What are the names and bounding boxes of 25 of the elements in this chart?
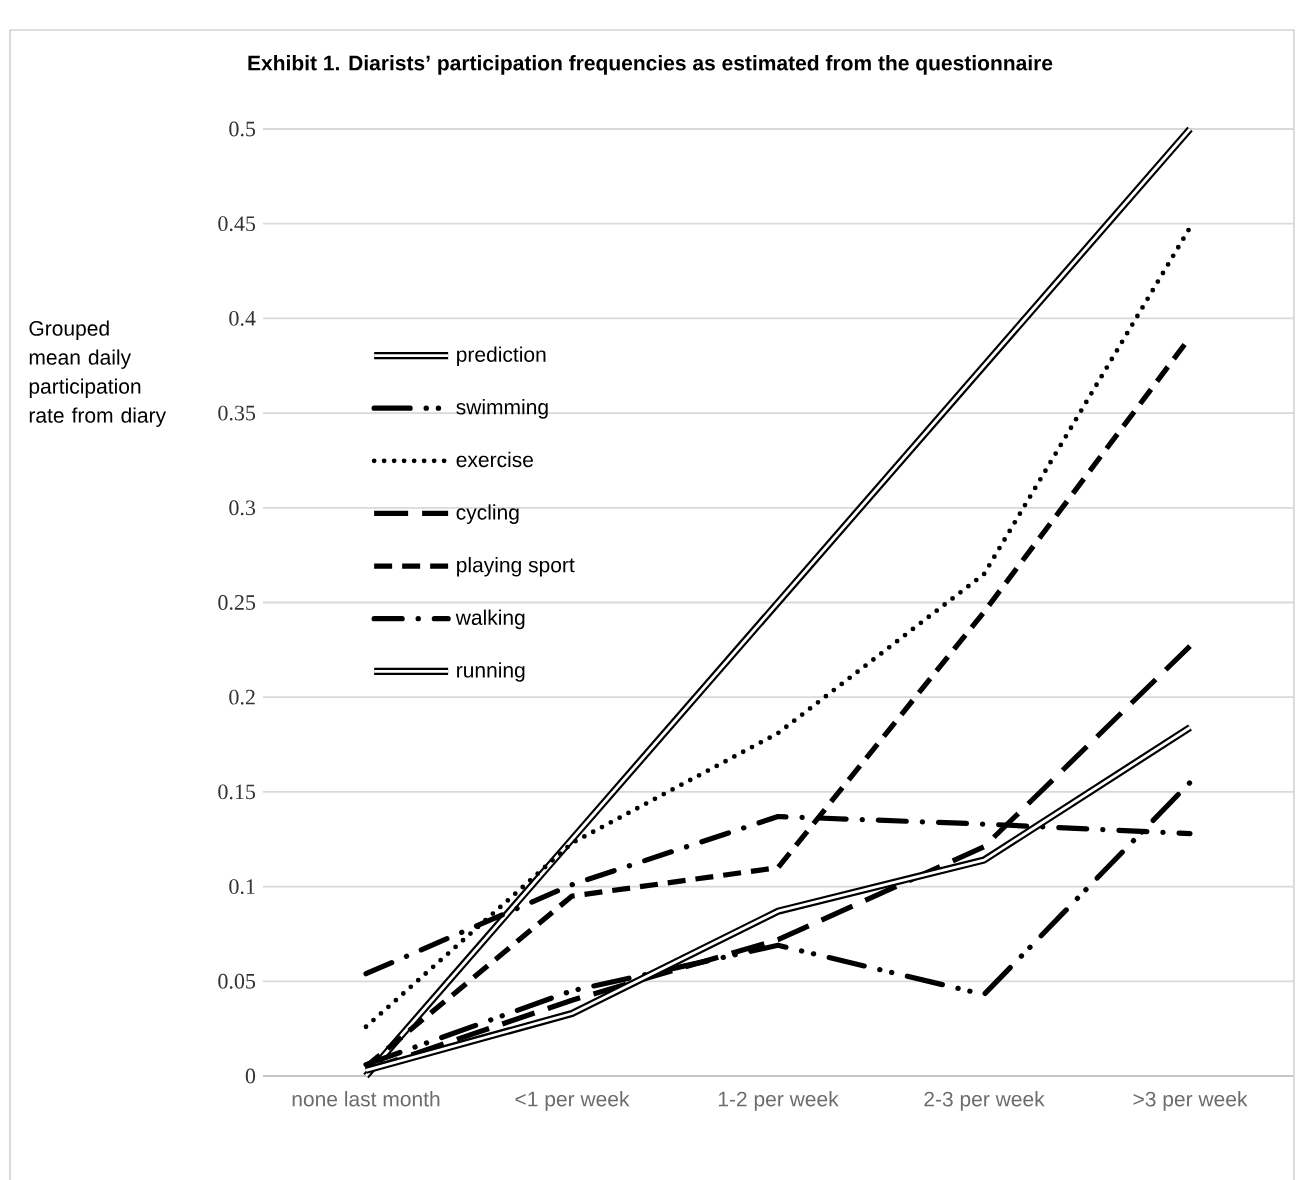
y-tick-label: 0.3: [229, 500, 256, 516]
x-tick-label: >3 per week: [1133, 1091, 1248, 1111]
legend-label: exercise: [456, 451, 533, 468]
y-tick-label: 0.25: [218, 595, 256, 610]
y-axis-title: Grouped mean daily participation rate from diary: [29, 320, 167, 427]
x-tick-label: 2-3 per week: [924, 1091, 1045, 1111]
x-tick-label: <1 per week: [515, 1091, 630, 1111]
legend-label: cycling: [456, 504, 519, 524]
y-tick-label: 0.1: [229, 879, 255, 895]
x-tick-label: 1-2 per week: [718, 1091, 839, 1111]
x-tick-label: none last month: [292, 1091, 440, 1107]
y-tick-label: 0.15: [218, 784, 256, 800]
y-tick-label: 0.5: [229, 121, 256, 137]
legend-label: swimming: [456, 399, 548, 419]
y-tick-label: 0.05: [218, 973, 256, 989]
legend-label: running: [457, 662, 525, 682]
y-tick-label: 0.4: [229, 310, 256, 326]
y-tick-label: 0.45: [218, 216, 256, 232]
chart-title: Exhibit 1. Diarists’ participation frequencies as estimated from the questionnaire: [248, 55, 1053, 75]
y-tick-label: 0: [245, 1068, 256, 1084]
y-tick-label: 0.35: [218, 405, 256, 421]
y-tick-label: 0.2: [229, 689, 255, 705]
legend-label: playing sport: [457, 556, 575, 577]
legend-label: walking: [455, 609, 525, 630]
legend-label: prediction: [457, 346, 546, 367]
